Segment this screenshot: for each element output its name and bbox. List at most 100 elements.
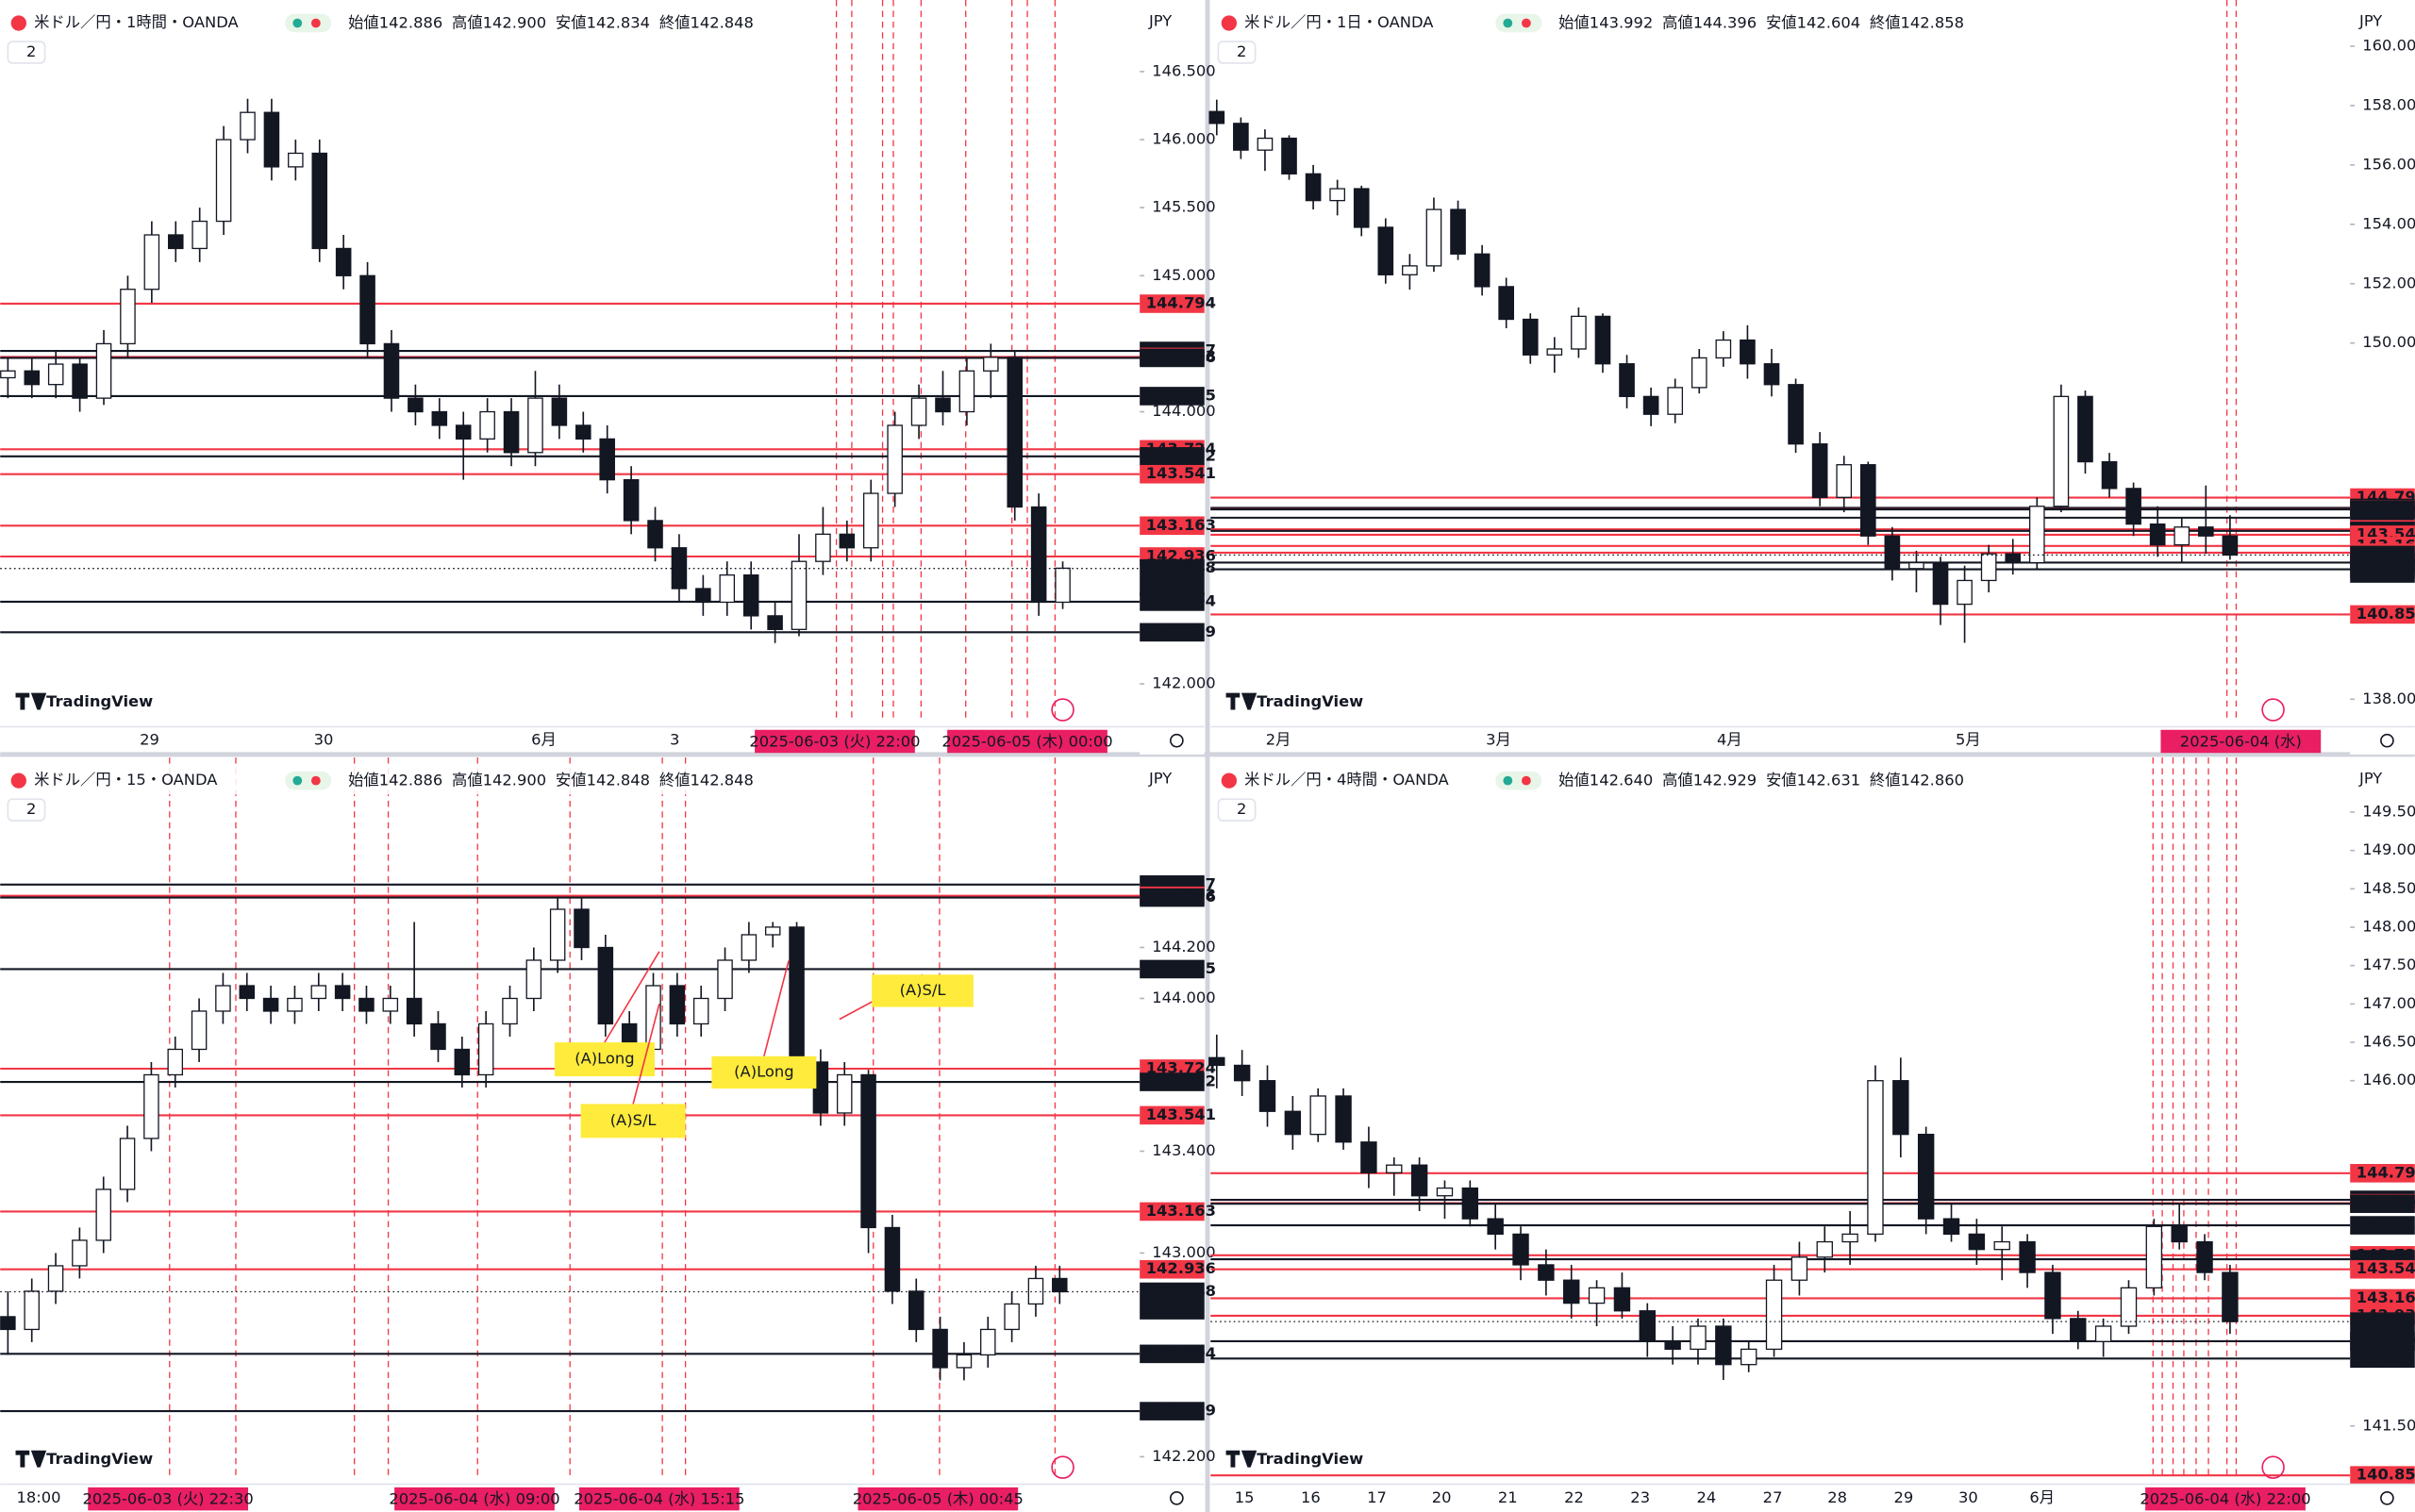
current-price: 142.860: [2357, 1312, 2415, 1330]
y-tick-label: 144.200: [1152, 938, 1215, 955]
collapse-button[interactable]: [1217, 41, 1257, 64]
y-tick-label: 150.000: [2362, 333, 2415, 351]
alert-icon[interactable]: [1051, 1455, 1074, 1479]
time-label: 2025-06-05 (木) 00:00: [941, 732, 1112, 750]
current-price: 142.848: [1146, 1282, 1216, 1300]
y-tick-label: 152.000: [2362, 274, 2415, 291]
annotation-box: [554, 1042, 655, 1077]
y-tick-label: 145.500: [1152, 198, 1215, 216]
candle-body: [1233, 1064, 1251, 1082]
logo-mark: [1225, 692, 1257, 710]
indicator-count[interactable]: 2: [26, 42, 36, 60]
level-label: 140.856: [2357, 1466, 2415, 1484]
symbol-title[interactable]: 米ドル／円・4時間・OANDA: [1244, 771, 1449, 789]
candle-body: [1257, 137, 1274, 151]
logo: TradingView: [1257, 692, 1363, 710]
status-dot: [292, 775, 303, 786]
level-label: 143.163: [2357, 1288, 2415, 1306]
candle-body: [1377, 226, 1394, 275]
level-label-box: [2350, 1349, 2415, 1369]
candle-body: [599, 438, 615, 481]
x-tick-label: 21: [1498, 1488, 1518, 1506]
candle-body: [240, 111, 256, 141]
status-dot: [1503, 18, 1513, 28]
collapse-button[interactable]: [7, 798, 46, 822]
time-label-box: [755, 729, 915, 754]
x-tick-label: 15: [1235, 1488, 1255, 1506]
status-badge: [285, 771, 332, 790]
logo: TradingView: [1257, 1450, 1363, 1468]
indicator-count[interactable]: 2: [1237, 42, 1246, 60]
y-tick-label: 142.200: [1152, 1447, 1215, 1465]
settings-icon[interactable]: [2380, 733, 2394, 748]
header-bg: [1210, 6, 1935, 38]
ohlc: 始値143.992 高値144.396 安値142.604 終値142.858: [1558, 13, 1964, 31]
candle-body: [479, 410, 495, 440]
level-label: 144.115: [2357, 1216, 2415, 1234]
alert-icon[interactable]: [2261, 1455, 2285, 1479]
level-label-box: [2350, 1216, 2415, 1235]
symbol-title[interactable]: 米ドル／円・15・OANDA: [34, 771, 218, 789]
y-tick-label: 148.000: [2362, 918, 2415, 936]
level-label: 144.396: [1146, 888, 1216, 906]
candle-body: [791, 560, 808, 630]
candle-body: [1715, 339, 1732, 359]
candle-body: [719, 573, 736, 604]
annotation: (A)S/L: [900, 981, 946, 999]
ohlc-label: 高値: [1662, 13, 1693, 31]
candle-body: [1450, 208, 1466, 255]
candle-body: [72, 1239, 88, 1267]
candle-body: [1690, 357, 1707, 389]
candle-body: [862, 492, 879, 549]
status-badge: [1495, 771, 1542, 790]
candle-body: [836, 1073, 853, 1114]
ohlc-value: 142.858: [1901, 13, 1964, 31]
y-tick-label: 146.000: [2362, 1071, 2415, 1088]
candle-body: [742, 573, 759, 617]
candle-body: [1908, 561, 1924, 570]
settings-icon[interactable]: [1170, 1490, 1184, 1505]
settings-icon[interactable]: [1170, 733, 1184, 748]
alert-icon[interactable]: [2261, 698, 2285, 722]
candle-body: [623, 478, 640, 522]
indicator-count[interactable]: 2: [26, 800, 36, 818]
annotation: (A)Long: [575, 1050, 634, 1068]
collapse-button[interactable]: [7, 41, 46, 64]
x-tick-label: 27: [1763, 1488, 1783, 1506]
currency[interactable]: JPY: [1148, 769, 1172, 787]
candle-body: [884, 1226, 901, 1292]
annotation: (A)Long: [734, 1062, 793, 1080]
current-price-box: [2350, 1312, 2415, 1350]
candle-body: [1546, 348, 1563, 356]
ohlc-value: 142.886: [379, 771, 442, 789]
ohlc-value: 142.900: [483, 771, 546, 789]
y-tick-label: 146.000: [1152, 130, 1215, 148]
y-tick-label: 142.000: [1152, 674, 1215, 692]
candle-body: [1690, 1325, 1707, 1351]
alert-icon[interactable]: [1051, 698, 1074, 722]
ohlc-label: 高値: [1662, 771, 1693, 789]
settings-icon[interactable]: [2380, 1490, 2394, 1505]
currency[interactable]: JPY: [2358, 11, 2382, 29]
time-label: 2025-06-04 (水) 22:00: [2140, 1489, 2310, 1507]
y-tick-label: 147.500: [2362, 955, 2415, 973]
currency[interactable]: JPY: [1148, 11, 1172, 29]
symbol-title[interactable]: 米ドル／円・1日・OANDA: [1244, 13, 1434, 31]
header-bg: [0, 6, 724, 38]
level-label-box: [1140, 592, 1205, 611]
annotation-box: [580, 1104, 686, 1138]
candle-body: [143, 234, 160, 291]
level-label: 143.541: [1146, 464, 1216, 482]
collapse-button[interactable]: [1217, 798, 1257, 822]
ohlc-label: 高値: [452, 771, 483, 789]
candle-body: [695, 588, 711, 604]
candle-body: [2171, 1225, 2188, 1243]
indicator-count[interactable]: 2: [1237, 800, 1246, 818]
candle-body: [47, 363, 64, 386]
candle-body: [1512, 1233, 1529, 1266]
level-label: 144.396: [1146, 348, 1216, 366]
ohlc-label: 始値: [348, 13, 379, 31]
currency[interactable]: JPY: [2358, 769, 2382, 787]
symbol-title[interactable]: 米ドル／円・1時間・OANDA: [34, 13, 239, 31]
candle-body: [334, 985, 351, 1000]
